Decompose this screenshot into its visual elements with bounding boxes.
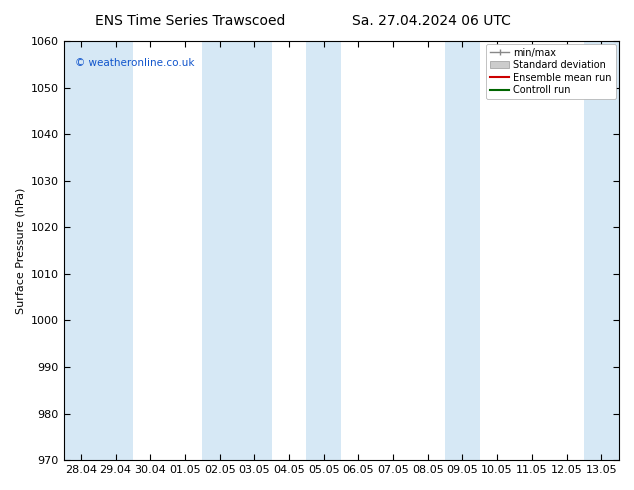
Bar — [584, 41, 619, 460]
Bar — [445, 41, 480, 460]
Legend: min/max, Standard deviation, Ensemble mean run, Controll run: min/max, Standard deviation, Ensemble me… — [486, 44, 616, 99]
Bar — [306, 41, 341, 460]
Text: ENS Time Series Trawscoed: ENS Time Series Trawscoed — [95, 14, 285, 28]
Y-axis label: Surface Pressure (hPa): Surface Pressure (hPa) — [15, 187, 25, 314]
Bar — [63, 41, 133, 460]
Text: Sa. 27.04.2024 06 UTC: Sa. 27.04.2024 06 UTC — [352, 14, 510, 28]
Text: © weatheronline.co.uk: © weatheronline.co.uk — [75, 58, 194, 68]
Bar — [202, 41, 271, 460]
